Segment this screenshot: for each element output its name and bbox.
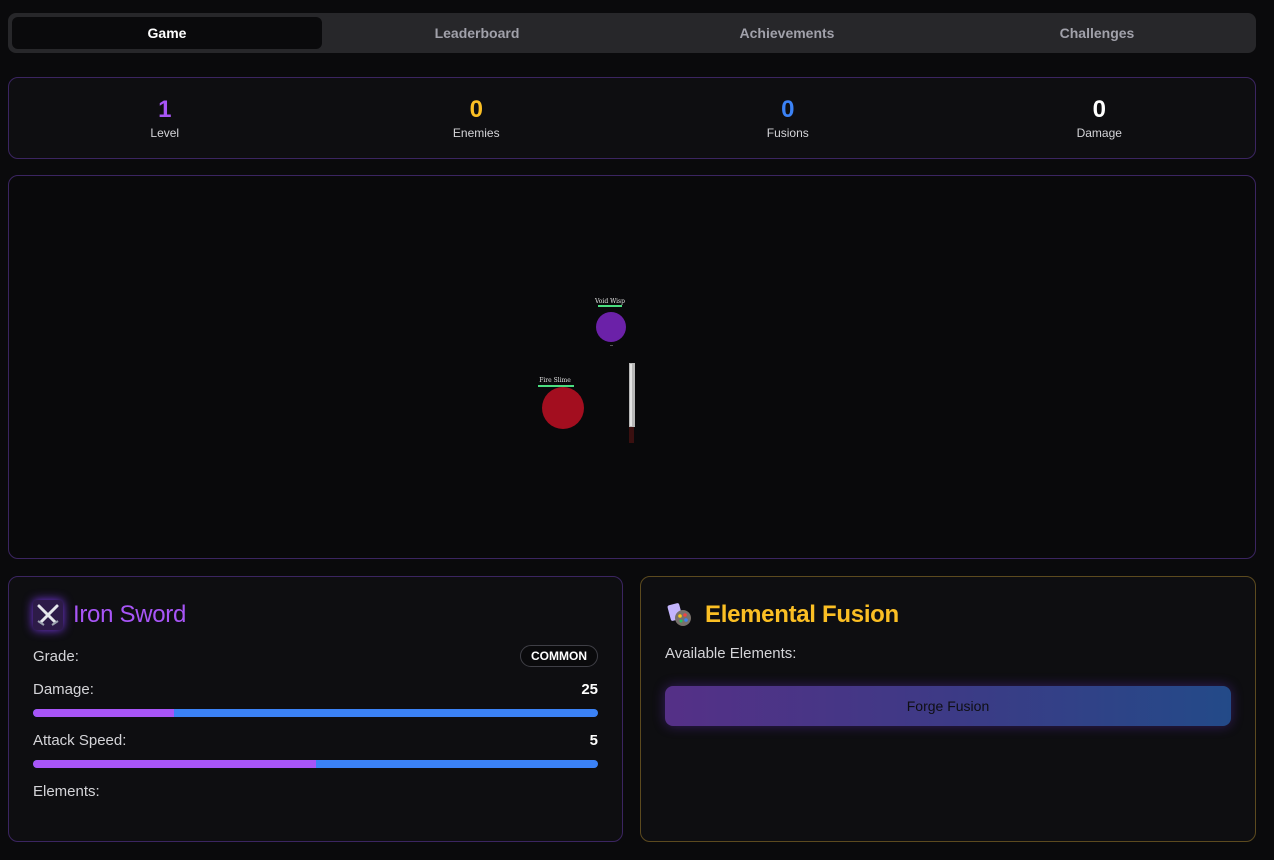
weapon-header: Iron Sword xyxy=(33,599,598,631)
damage-label: Damage: xyxy=(33,681,94,698)
enemy-health-bar xyxy=(538,385,574,387)
enemy-name-label: Void Wisp xyxy=(594,298,625,305)
stat-enemies: 0 Enemies xyxy=(321,96,633,140)
damage-value: 0 xyxy=(1092,96,1106,123)
speed-bar xyxy=(33,760,598,768)
fusion-card: Elemental Fusion Available Elements: For… xyxy=(640,576,1256,842)
game-arena[interactable]: Void Wisp Fire Slime xyxy=(8,175,1256,559)
speed-label: Attack Speed: xyxy=(33,732,127,749)
enemy-orb xyxy=(542,387,584,429)
main-tabs: Game Leaderboard Achievements Challenges xyxy=(8,13,1256,53)
enemy-health-bar xyxy=(598,305,622,307)
stats-panel: 1 Level 0 Enemies 0 Fusions 0 Damage xyxy=(8,77,1256,159)
elements-row: Elements: xyxy=(33,783,598,800)
damage-number: 25 xyxy=(581,681,598,698)
damage-row: Damage: 25 xyxy=(33,681,598,698)
crossed-swords-icon xyxy=(33,600,63,630)
level-value: 1 xyxy=(158,96,172,123)
tab-leaderboard[interactable]: Leaderboard xyxy=(434,25,520,41)
fusions-label: Fusions xyxy=(766,126,809,140)
grade-badge: COMMON xyxy=(520,645,598,667)
enemies-value: 0 xyxy=(469,96,483,123)
enemy-shadow xyxy=(610,345,613,346)
enemy-orb xyxy=(596,312,626,342)
stat-damage: 0 Damage xyxy=(944,96,1256,140)
elements-label: Elements: xyxy=(33,783,100,800)
level-label: Level xyxy=(150,126,180,140)
grade-label: Grade: xyxy=(33,647,79,665)
damage-label: Damage xyxy=(1076,126,1122,140)
palette-icon xyxy=(665,600,695,630)
available-elements-row: Available Elements: xyxy=(665,645,1231,662)
fusion-header: Elemental Fusion xyxy=(665,599,1231,631)
damage-bar-fill xyxy=(33,709,175,717)
stat-level: 1 Level xyxy=(9,96,321,140)
fusion-title: Elemental Fusion xyxy=(705,601,899,628)
weapon-card: Iron Sword Grade: COMMON Damage: 25 Atta… xyxy=(8,576,623,842)
player-sword-icon xyxy=(629,363,635,443)
tab-game[interactable]: Game xyxy=(12,17,322,49)
enemies-label: Enemies xyxy=(452,126,500,140)
tab-challenges[interactable]: Challenges xyxy=(1059,25,1135,41)
speed-number: 5 xyxy=(589,732,598,749)
forge-fusion-button[interactable]: Forge Fusion xyxy=(665,686,1231,726)
speed-row: Attack Speed: 5 xyxy=(33,732,598,749)
speed-bar-fill xyxy=(33,760,316,768)
fusions-value: 0 xyxy=(781,96,795,123)
grade-row: Grade: COMMON xyxy=(33,645,598,667)
damage-bar xyxy=(33,709,598,717)
tab-achievements[interactable]: Achievements xyxy=(739,25,835,41)
weapon-name: Iron Sword xyxy=(73,601,187,628)
enemy-void-wisp[interactable]: Void Wisp xyxy=(594,298,626,346)
enemy-fire-slime[interactable]: Fire Slime xyxy=(538,377,584,429)
available-elements-label: Available Elements: xyxy=(665,645,797,662)
stat-fusions: 0 Fusions xyxy=(632,96,944,140)
enemy-name-label: Fire Slime xyxy=(539,377,571,384)
